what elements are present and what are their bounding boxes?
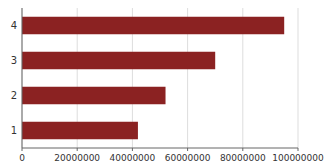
bar bbox=[22, 122, 138, 140]
bar bbox=[22, 17, 284, 35]
y-tick-label: 4 bbox=[11, 20, 17, 31]
grid-line bbox=[298, 8, 299, 148]
y-axis: 1 2 3 4 bbox=[11, 20, 17, 136]
bars bbox=[22, 17, 284, 140]
y-tick-label: 3 bbox=[11, 55, 17, 66]
x-tick-label: 100000000 bbox=[272, 153, 324, 163]
x-tick-label: 80000000 bbox=[220, 153, 266, 163]
bar bbox=[22, 87, 166, 105]
x-tick-label: 0 bbox=[19, 153, 25, 163]
y-axis-line bbox=[22, 8, 23, 148]
x-axis: 0 20000000 40000000 60000000 80000000 1000000… bbox=[19, 148, 324, 163]
chart-svg: 0 20000000 40000000 60000000 80000000 1000000… bbox=[0, 0, 326, 168]
chart-container: 0 20000000 40000000 60000000 80000000 1000000… bbox=[0, 0, 326, 168]
x-tick-label: 20000000 bbox=[54, 153, 100, 163]
x-tick-label: 40000000 bbox=[109, 153, 155, 163]
x-tick-label: 60000000 bbox=[165, 153, 211, 163]
x-axis-line bbox=[22, 148, 298, 149]
bar bbox=[22, 52, 215, 70]
grid-line bbox=[22, 8, 23, 148]
y-tick-label: 1 bbox=[11, 125, 17, 136]
grid bbox=[22, 8, 298, 148]
y-tick-label: 2 bbox=[11, 90, 17, 101]
